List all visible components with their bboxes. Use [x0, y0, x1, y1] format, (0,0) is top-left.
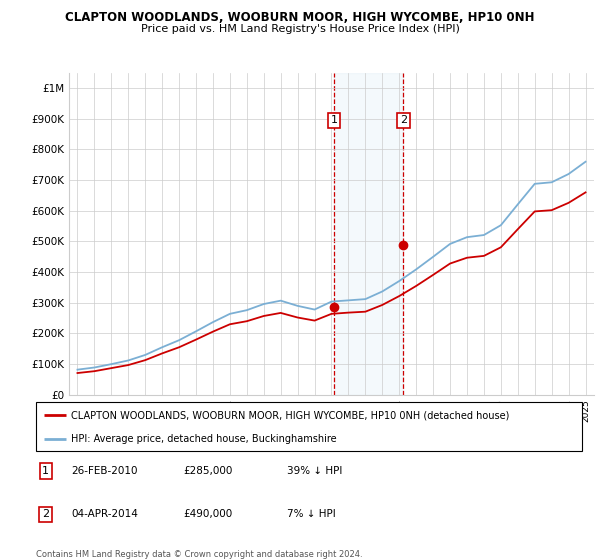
Text: 1: 1 — [43, 466, 49, 476]
Text: Price paid vs. HM Land Registry's House Price Index (HPI): Price paid vs. HM Land Registry's House … — [140, 24, 460, 34]
Text: CLAPTON WOODLANDS, WOOBURN MOOR, HIGH WYCOMBE, HP10 0NH: CLAPTON WOODLANDS, WOOBURN MOOR, HIGH WY… — [65, 11, 535, 24]
Text: HPI: Average price, detached house, Buckinghamshire: HPI: Average price, detached house, Buck… — [71, 434, 337, 444]
Text: £285,000: £285,000 — [184, 466, 233, 476]
Text: CLAPTON WOODLANDS, WOOBURN MOOR, HIGH WYCOMBE, HP10 0NH (detached house): CLAPTON WOODLANDS, WOOBURN MOOR, HIGH WY… — [71, 410, 510, 421]
Text: 04-APR-2014: 04-APR-2014 — [71, 510, 139, 519]
FancyBboxPatch shape — [36, 402, 582, 451]
Text: 26-FEB-2010: 26-FEB-2010 — [71, 466, 138, 476]
Text: Contains HM Land Registry data © Crown copyright and database right 2024.
This d: Contains HM Land Registry data © Crown c… — [36, 550, 362, 560]
Text: 39% ↓ HPI: 39% ↓ HPI — [287, 466, 343, 476]
Text: 7% ↓ HPI: 7% ↓ HPI — [287, 510, 336, 519]
Text: 2: 2 — [42, 510, 49, 519]
Bar — [334, 73, 403, 395]
Text: £490,000: £490,000 — [184, 510, 233, 519]
Text: 2: 2 — [400, 115, 407, 125]
Text: 1: 1 — [331, 115, 338, 125]
